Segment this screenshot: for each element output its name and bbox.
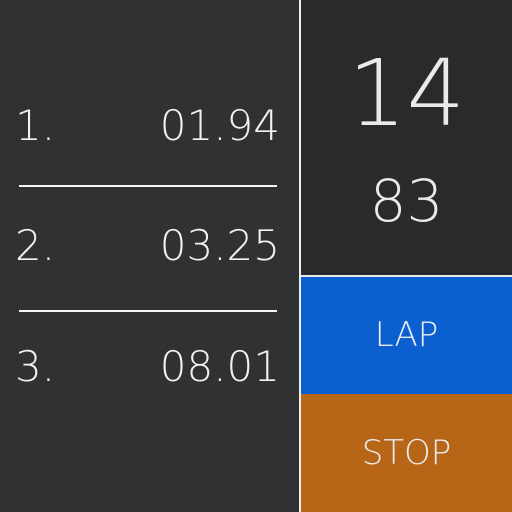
vertical-separator (299, 0, 301, 512)
lap-divider (19, 310, 277, 312)
lap-row-1: 1. 01.94 (0, 86, 299, 166)
lap-number: 1. (15, 101, 56, 150)
stop-button[interactable]: STOP (301, 394, 512, 512)
lap-number: 3. (15, 342, 56, 391)
lap-number: 2. (15, 221, 56, 270)
lap-divider (19, 185, 277, 187)
lap-row-2: 2. 03.25 (0, 206, 299, 286)
lap-time: 08.01 (159, 342, 280, 391)
lap-row-3: 3. 08.01 (0, 327, 299, 407)
timer-hundredths: 83 (369, 167, 444, 235)
timer-display: 14 83 (301, 0, 512, 275)
lap-button[interactable]: LAP (301, 277, 512, 394)
laps-list: 1. 01.94 2. 03.25 3. 08.01 (0, 86, 299, 407)
horizontal-separator (301, 275, 512, 277)
lap-time: 01.94 (159, 101, 280, 150)
timer-seconds: 14 (347, 40, 466, 147)
lap-time: 03.25 (159, 221, 280, 270)
